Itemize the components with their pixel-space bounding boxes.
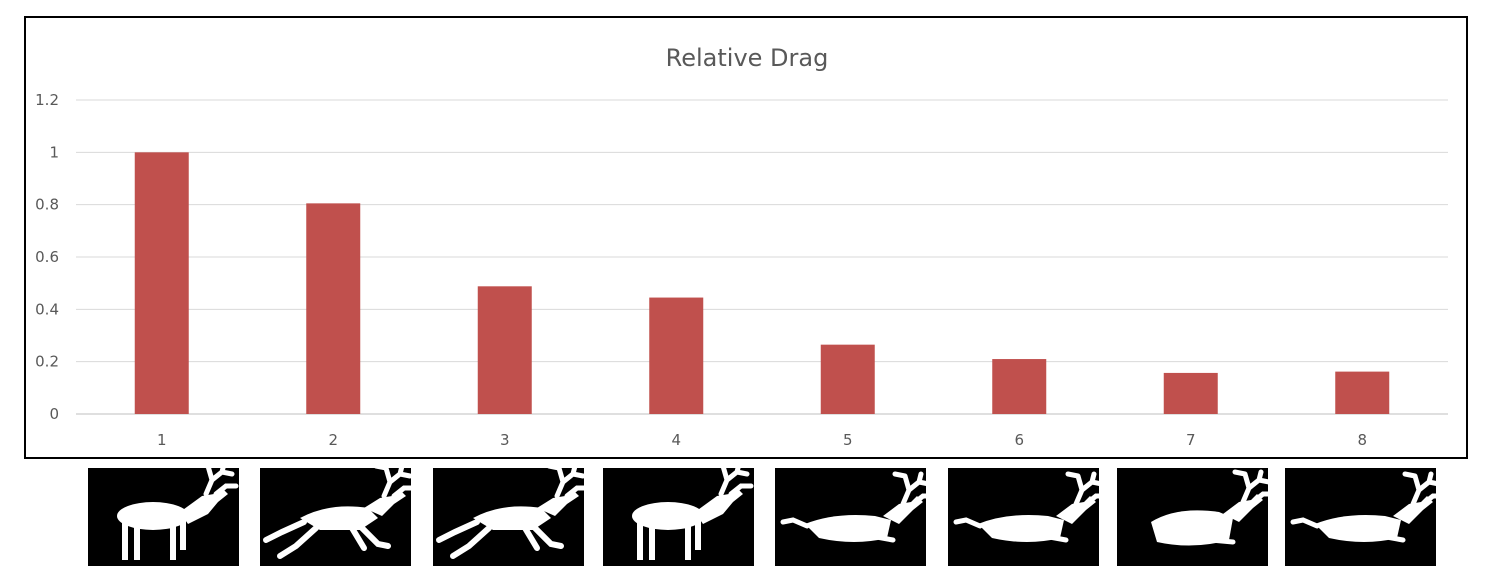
- x-tick-label: 3: [500, 431, 510, 449]
- silhouette-standing-pose: [88, 468, 239, 566]
- bar: [477, 286, 532, 414]
- x-tick-label: 7: [1186, 431, 1196, 449]
- gallop-pose-silhouette: [263, 468, 411, 559]
- lying-pose-silhouette: [953, 471, 1099, 543]
- lying-pose-silhouette: [1290, 471, 1436, 543]
- compact-pose-silhouette: [1151, 469, 1268, 546]
- silhouette-compact-pose: [1117, 468, 1268, 566]
- standing-pose-silhouette: [117, 468, 239, 560]
- y-tick-label: 1.2: [35, 91, 59, 109]
- silhouette-lying-pose: [1285, 468, 1436, 566]
- x-tick-label: 8: [1357, 431, 1367, 449]
- silhouette-lying-pose: [948, 468, 1099, 566]
- x-tick-label: 1: [157, 431, 167, 449]
- bar: [820, 344, 875, 414]
- gallop-pose-silhouette: [436, 468, 584, 559]
- silhouette-lying-pose: [775, 468, 926, 566]
- chart-frame: Relative Drag 0 0.2 0.4 0.6 0.8 1 1.2 1 2 3 4 5 6 7 8: [24, 16, 1468, 459]
- bar: [1335, 371, 1390, 414]
- bar: [306, 203, 361, 414]
- silhouette-gallop-pose: [260, 468, 411, 566]
- chart-title: Relative Drag: [666, 44, 829, 72]
- y-tick-label: 0.8: [35, 196, 59, 214]
- y-tick-label: 0.4: [35, 300, 59, 318]
- y-tick-label: 0.6: [35, 248, 59, 266]
- silhouette-standing-pose: [603, 468, 754, 566]
- bar: [134, 152, 189, 415]
- x-tick-label: 6: [1014, 431, 1024, 449]
- y-tick-label: 0: [49, 405, 59, 423]
- bar: [992, 359, 1047, 414]
- x-tick-label: 4: [671, 431, 681, 449]
- bar: [1163, 372, 1218, 414]
- lying-pose-silhouette: [780, 471, 926, 543]
- y-tick-label: 0.2: [35, 353, 59, 371]
- y-tick-label: 1: [49, 143, 59, 161]
- bar: [649, 297, 704, 414]
- silhouette-gallop-pose: [433, 468, 584, 566]
- x-tick-label: 5: [843, 431, 853, 449]
- x-tick-label: 2: [328, 431, 338, 449]
- bar-chart: Relative Drag 0 0.2 0.4 0.6 0.8 1 1.2 1 2 3 4 5 6 7 8: [35, 44, 1448, 449]
- standing-pose-silhouette: [632, 468, 754, 560]
